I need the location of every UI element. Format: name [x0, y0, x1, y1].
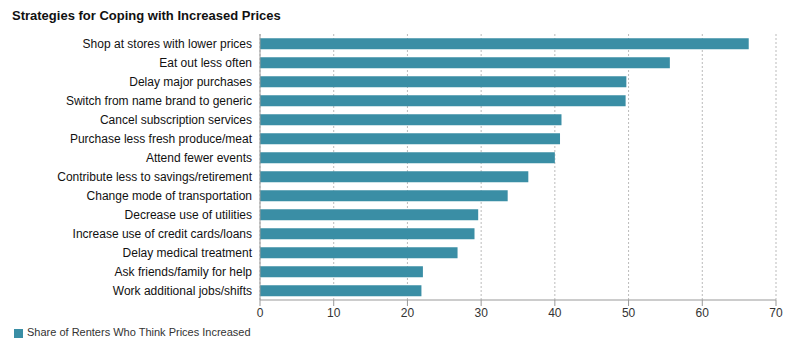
svg-text:0: 0 — [257, 306, 264, 320]
html-text:Strategies for Coping with Inc: Strategies for Coping with Increased Pri… — [12, 8, 281, 23]
svg-text:Attend fewer events: Attend fewer events — [146, 151, 252, 165]
svg-text:Decrease use of utilities: Decrease use of utilities — [125, 208, 252, 222]
svg-text:Increase use of credit cards/l: Increase use of credit cards/loans — [73, 227, 252, 241]
svg-text:Purchase less fresh produce/me: Purchase less fresh produce/meat — [70, 132, 253, 146]
svg-text:Delay medical treatment: Delay medical treatment — [123, 246, 253, 260]
svg-text:10: 10 — [327, 306, 341, 320]
svg-text:Shop at stores with lower pric: Shop at stores with lower prices — [83, 37, 252, 51]
svg-text:50: 50 — [622, 306, 636, 320]
svg-text:60: 60 — [696, 306, 710, 320]
svg-text:30: 30 — [474, 306, 488, 320]
svg-text:Cancel subscription services: Cancel subscription services — [100, 113, 252, 127]
svg-text:40: 40 — [548, 306, 562, 320]
html-text:Share of Renters Who Think Pri: Share of Renters Who Think Prices Increa… — [27, 326, 251, 338]
svg-text:Work additional jobs/shifts: Work additional jobs/shifts — [113, 284, 252, 298]
svg-text:Ask friends/family for help: Ask friends/family for help — [115, 265, 253, 279]
svg-text:20: 20 — [401, 306, 415, 320]
svg-text:70: 70 — [769, 306, 783, 320]
svg-text:Switch from name brand to gene: Switch from name brand to generic — [66, 94, 252, 108]
svg-text:Change mode of transportation: Change mode of transportation — [87, 189, 252, 203]
svg-text:Delay major purchases: Delay major purchases — [129, 75, 252, 89]
svg-text:Eat out less often: Eat out less often — [159, 56, 252, 70]
svg-text:Contribute less to savings/ret: Contribute less to savings/retirement — [57, 170, 252, 184]
